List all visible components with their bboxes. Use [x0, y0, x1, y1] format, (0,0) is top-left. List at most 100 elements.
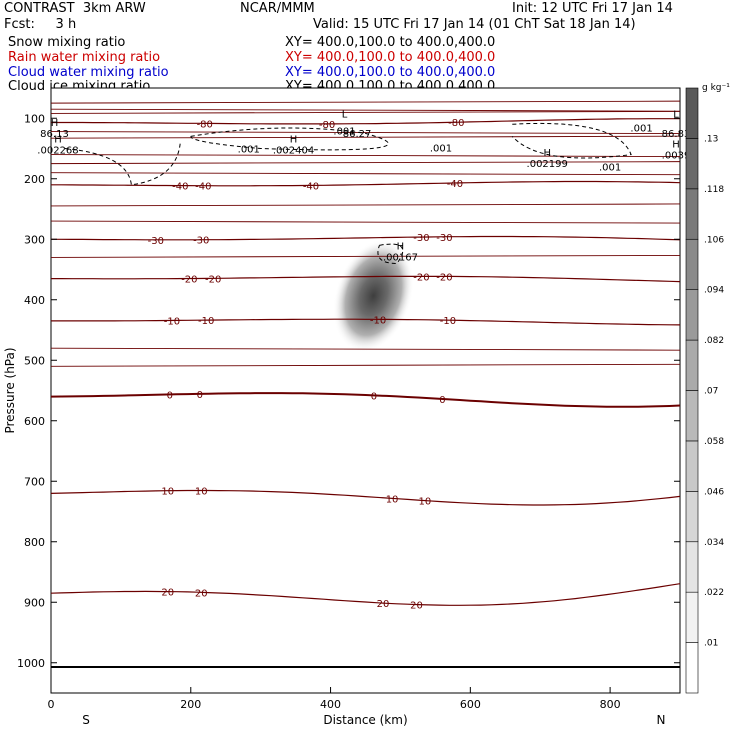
field-name-snow: Snow mixing ratio	[8, 35, 126, 50]
isotherm-label: 10	[195, 486, 208, 497]
extremum-value: 86.27	[343, 129, 372, 140]
forecast-hour: Fcst: 3 h	[4, 17, 77, 32]
isotherm-label: -40	[447, 179, 463, 190]
x-tick-label: 0	[48, 698, 55, 711]
extremum-value: .002199	[527, 159, 568, 170]
colorbar-level-label: .13	[704, 134, 718, 144]
colorbar-level-label: .058	[704, 437, 724, 447]
extremum-value: 86.83	[662, 129, 691, 140]
cloud-ice-contour	[377, 243, 404, 264]
temperature-contours	[51, 100, 680, 668]
isotherm-label: -10	[164, 316, 180, 327]
init-time: Init: 12 UTC Fri 17 Jan 14	[512, 1, 673, 16]
isotherm-label: 20	[410, 601, 423, 612]
isotherm--40	[51, 180, 680, 187]
extremum-marker: H	[672, 139, 680, 150]
isotherm-line	[51, 131, 680, 135]
colorbar-level-label: .094	[704, 286, 724, 296]
x-tick-label: 600	[460, 698, 481, 711]
isotherm-label: -40	[303, 181, 319, 192]
colorbar-swatch	[685, 591, 699, 643]
y-tick-label: 700	[24, 475, 45, 488]
isotherm-label: 0	[371, 391, 377, 402]
colorbar-swatch	[685, 188, 699, 240]
snow-shading	[333, 239, 414, 353]
isotherm-label: -10	[440, 316, 456, 327]
cloud-ice-contour-label: .001	[333, 126, 355, 137]
cloud-ice-contour	[511, 122, 632, 159]
isotherm-20	[51, 583, 680, 606]
colorbar-level-label: .046	[704, 487, 724, 497]
colorbar-level-label: .022	[704, 588, 724, 598]
cloud-ice-contour	[64, 142, 181, 186]
isotherm-label: -10	[198, 316, 214, 327]
colorbar-swatch	[685, 138, 699, 190]
extremum-value: .002268	[37, 145, 78, 156]
extremum-marker: H	[397, 242, 405, 253]
isotherm-line	[51, 161, 680, 165]
extremum-marker: L	[673, 110, 679, 121]
cloud-ice-contour-label: .001	[430, 143, 452, 154]
isotherm-label: -20	[436, 272, 452, 283]
isotherm-label: -10	[370, 315, 386, 326]
isotherm-0	[51, 392, 680, 408]
isotherm-line	[51, 108, 680, 112]
y-tick-label: 900	[24, 596, 45, 609]
colorbar-level-label: .082	[704, 336, 724, 346]
contour-labels: -80 -80 -80-40 -40 -40 -40-30 -30 -30 -30-20 -20-…	[37, 110, 690, 612]
isotherm-label: 0	[197, 390, 203, 401]
colorbar-swatch	[685, 440, 699, 492]
extremum-value: 86.13	[40, 129, 69, 140]
field-xy-snow: XY= 400.0,100.0 to 400.0,400.0	[285, 35, 496, 50]
isotherm--80	[51, 118, 680, 125]
center-name: NCAR/MMM	[240, 1, 315, 16]
isotherm-label: -30	[193, 236, 209, 247]
isotherm-label: -80	[319, 120, 335, 131]
x-tick-label: 400	[320, 698, 341, 711]
isotherm-line	[51, 203, 680, 207]
colorbar-level-label: .01	[704, 639, 718, 649]
field-xy-cloud-water: XY= 400.0,100.0 to 400.0,400.0	[285, 65, 496, 80]
x-axis-title: Distance (km)	[323, 713, 407, 727]
y-tick-label: 200	[24, 173, 45, 186]
y-tick-label: 600	[24, 415, 45, 428]
x-tick-label: 200	[180, 698, 201, 711]
extremum-value: .0039	[662, 150, 691, 161]
extremum-marker: H	[54, 134, 62, 145]
isotherm-label: -80	[197, 119, 213, 130]
isotherm-label: 0	[167, 390, 173, 401]
y-tick-label: 500	[24, 354, 45, 367]
isotherm-label: -30	[413, 233, 429, 244]
extremum-value: .00167	[383, 253, 418, 264]
isotherm-label: 20	[195, 588, 208, 599]
isotherm--20	[51, 275, 680, 283]
colorbar-swatch	[685, 87, 699, 139]
colorbar-unit: g kg⁻¹	[702, 83, 730, 93]
isotherm-label: -20	[181, 275, 197, 286]
y-tick-label: 800	[24, 536, 45, 549]
isotherm--30	[51, 235, 680, 241]
isotherm-label: -80	[448, 118, 464, 129]
isotherm-line	[51, 220, 680, 224]
isotherm-line	[51, 363, 680, 367]
isotherm-10	[51, 489, 680, 506]
plot-frame	[50, 87, 681, 694]
colorbar-swatch	[685, 339, 699, 391]
colorbar-swatch	[685, 541, 699, 593]
colorbar-level-label: .034	[704, 538, 724, 548]
model-title: CONTRAST 3km ARW	[4, 1, 146, 16]
isotherm-label: 10	[419, 497, 432, 508]
colorbar-swatch	[685, 642, 699, 694]
isotherm-line	[51, 172, 680, 176]
y-tick-label: 100	[24, 112, 45, 125]
extremum-marker: H	[543, 148, 551, 159]
isotherm-line	[51, 347, 680, 351]
field-xy-rain: XY= 400.0,100.0 to 400.0,400.0	[285, 50, 496, 65]
isotherm-label: -20	[205, 274, 221, 285]
snow-maximum-blob	[333, 239, 414, 353]
y-tick-label: 300	[24, 233, 45, 246]
y-tick-label: 400	[24, 294, 45, 307]
cloud-ice-contour-label: .001	[599, 163, 621, 174]
valid-time: Valid: 15 UTC Fri 17 Jan 14 (01 ChT Sat …	[313, 17, 636, 32]
